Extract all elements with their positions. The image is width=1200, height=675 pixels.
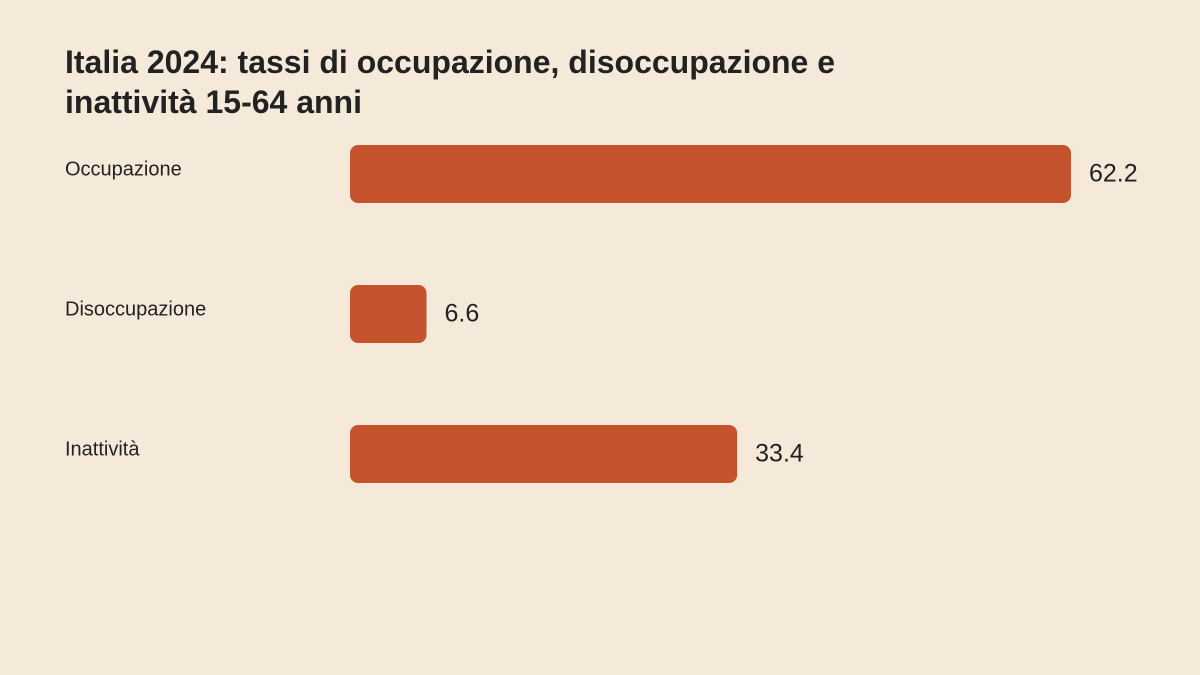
category-label: Occupazione [65,158,182,180]
bar [350,285,427,343]
value-label: 6.6 [445,300,480,328]
category-label: Inattività [65,438,140,460]
bar [350,425,738,483]
category-label: Disoccupazione [65,298,206,320]
value-label: 62.2 [1089,160,1138,188]
chart-title: Italia 2024: tassi di occupazione, disoc… [65,44,836,120]
value-label: 33.4 [755,440,804,468]
bar [350,145,1071,203]
